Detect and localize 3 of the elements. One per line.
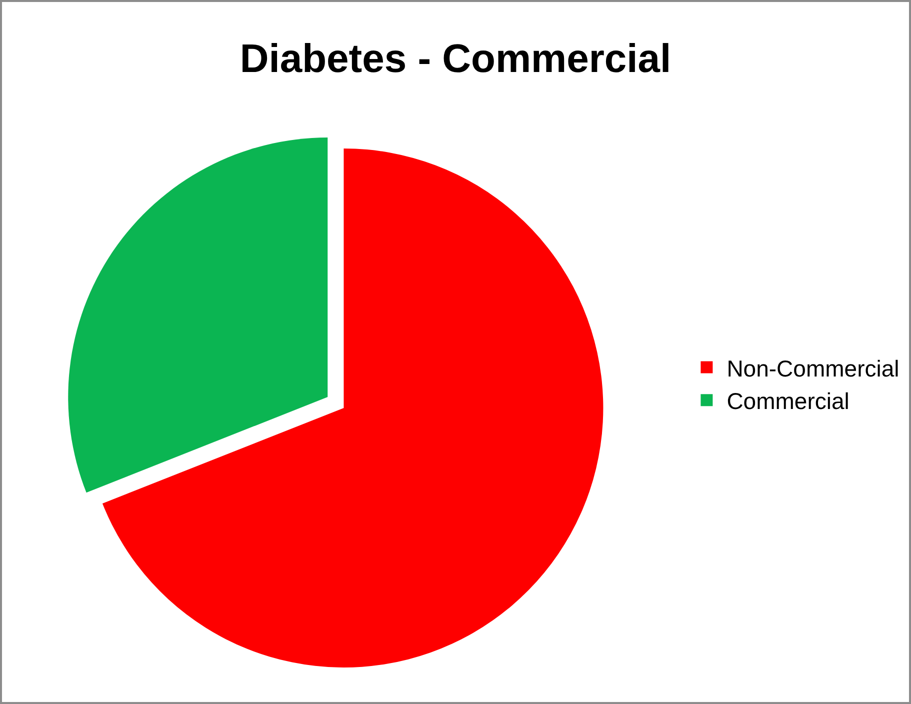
legend-label: Non-Commercial: [726, 355, 900, 382]
legend-label: Commercial: [726, 388, 850, 414]
chart-title: Diabetes - Commercial: [240, 37, 672, 81]
